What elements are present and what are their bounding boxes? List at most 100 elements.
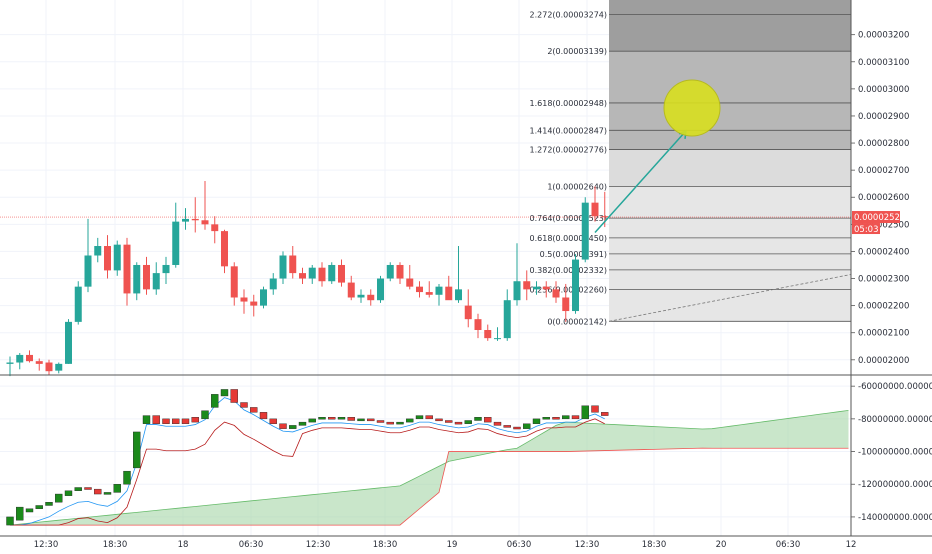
indicator-candle — [84, 487, 92, 490]
indicator-candle — [445, 420, 453, 423]
indicator-candle — [230, 389, 238, 403]
y-tick-label: 0.00002600 — [858, 193, 909, 203]
candle-body — [357, 294, 365, 298]
candle-body — [562, 297, 570, 312]
cloud-span-a — [9, 409, 849, 526]
y-tick-label: 0.00002400 — [858, 247, 909, 257]
x-tick-label: 18 — [178, 540, 189, 550]
indicator-candle — [74, 487, 82, 491]
indicator-candle — [581, 405, 589, 420]
candle-body — [591, 202, 599, 217]
candle-body — [542, 286, 550, 290]
indicator-candle — [211, 394, 219, 408]
indicator-candle — [123, 470, 131, 485]
indicator-candle — [415, 415, 424, 420]
indicator-candle — [94, 488, 102, 495]
candle-body — [45, 362, 53, 372]
indicator-candle — [298, 421, 307, 426]
x-tick-label: 06:30 — [507, 540, 532, 550]
candle-body — [143, 264, 150, 290]
indicator-candle — [16, 506, 24, 521]
indicator-candle — [6, 516, 14, 526]
candle-body — [338, 264, 345, 283]
fib-level-label: 0.5(0.00002391) — [540, 250, 607, 259]
last-price-tag — [852, 211, 900, 224]
x-tick-label: 18:30 — [103, 540, 128, 550]
candle-body — [367, 294, 375, 301]
candle-body — [435, 286, 443, 295]
candle-body — [201, 220, 209, 225]
indicator-candle — [503, 425, 511, 428]
indicator-candle — [55, 493, 63, 503]
indicator-candle — [201, 410, 209, 420]
y-tick-label: 0.00002700 — [858, 166, 909, 176]
fib-level-label: 1.414(0.00002847) — [530, 126, 608, 135]
ind-y-tick-label: -120000000.00000000 — [858, 480, 932, 490]
candle-body — [503, 300, 511, 339]
candle-body — [523, 281, 531, 290]
target-arrow — [594, 130, 687, 233]
candle-body — [581, 202, 589, 260]
candle-body — [113, 244, 121, 271]
indicator-candle — [113, 484, 121, 493]
indicator-candle — [103, 492, 112, 495]
indicator-candle — [386, 421, 394, 425]
target-circle — [663, 79, 721, 137]
x-tick-label: 12:30 — [34, 540, 59, 550]
indicator-candle — [337, 417, 346, 420]
candle-body — [416, 286, 423, 293]
ind-y-tick-label: -80000000.00000000 — [858, 415, 932, 425]
conversion-line — [10, 397, 605, 526]
indicator-candle — [435, 418, 443, 422]
fib-level-label: 2(0.00003139) — [547, 47, 607, 56]
candle-body — [26, 354, 33, 362]
candle-body — [386, 264, 394, 279]
x-tick-label: 12:30 — [306, 540, 331, 550]
candle-body — [65, 321, 72, 364]
candle-body — [552, 289, 560, 298]
fib-level-label: 0.618(0.00002450) — [530, 234, 608, 243]
fib-level-label: 0(0.00002142) — [547, 317, 607, 326]
x-tick-label: 06:30 — [776, 540, 801, 550]
candle-body — [484, 330, 492, 339]
indicator-candle — [172, 418, 180, 424]
candle-body — [16, 354, 24, 363]
indicator-candle — [162, 418, 170, 424]
indicator-candle — [425, 415, 433, 420]
candle-body — [513, 281, 521, 301]
candle-body — [533, 286, 540, 290]
candle-body — [406, 278, 414, 287]
indicator-candle — [357, 418, 365, 422]
candle-body — [172, 221, 180, 265]
candle-body — [162, 264, 170, 274]
candle-body — [6, 362, 14, 364]
indicator-candle — [493, 421, 502, 426]
candle-body — [55, 363, 63, 371]
candle-body — [240, 297, 248, 302]
candle-body — [494, 338, 501, 340]
indicator-candle — [552, 417, 560, 420]
x-tick-label: 12:30 — [575, 540, 600, 550]
indicator-candle — [181, 418, 190, 424]
candle-body — [601, 216, 609, 218]
indicator-candle — [64, 490, 73, 496]
candle-body — [182, 218, 189, 222]
candle-body — [474, 319, 482, 331]
candle-body — [221, 231, 228, 267]
indicator-candle — [454, 421, 463, 425]
candle-body — [455, 289, 462, 301]
x-tick-label: 19 — [447, 540, 458, 550]
indicator-candle — [542, 417, 550, 420]
indicator-candle — [259, 412, 268, 420]
fib-zone-upper — [609, 51, 851, 150]
candle-body — [74, 286, 82, 322]
indicator-candle — [250, 407, 258, 413]
y-tick-label: 0.00002800 — [858, 139, 909, 149]
indicator-candle — [220, 389, 229, 397]
candle-body — [133, 264, 141, 294]
indicator-candle — [133, 431, 141, 469]
fib-level-label: 1(0.00002640) — [547, 182, 607, 191]
indicator-candle — [523, 423, 531, 429]
y-tick-label: 0.00002900 — [858, 112, 909, 122]
